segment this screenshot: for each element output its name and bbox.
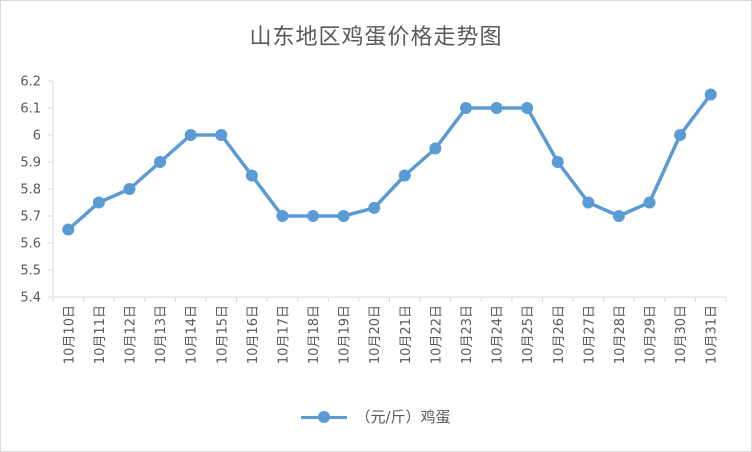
data-point xyxy=(459,102,472,114)
legend-marker xyxy=(301,410,348,424)
data-point xyxy=(276,210,289,222)
x-tick-label: 10月15日 xyxy=(215,305,230,364)
data-point xyxy=(154,156,167,168)
data-point xyxy=(490,102,503,114)
data-point xyxy=(368,201,381,214)
y-tick-label: 6.1 xyxy=(20,102,41,117)
data-point xyxy=(674,129,687,141)
y-tick-label: 6 xyxy=(33,129,41,144)
data-point xyxy=(92,196,105,209)
chart-title: 山东地区鸡蛋价格走势图 xyxy=(249,25,503,50)
x-tick-label: 10月18日 xyxy=(307,305,322,364)
data-point xyxy=(582,196,595,209)
data-point xyxy=(307,210,320,222)
x-tick-label: 10月14日 xyxy=(185,305,200,364)
x-tick-label: 10月20日 xyxy=(368,305,383,364)
data-point xyxy=(398,169,411,182)
line-chart: 5.4 5.5 5.6 5.7 5.8 5.9 6 6.1 6.2 10月10日 10月11日 10月… xyxy=(20,75,727,364)
y-tick-label: 5.7 xyxy=(20,210,41,225)
x-tick-label: 10月29日 xyxy=(644,305,659,364)
x-tick-label: 10月30日 xyxy=(674,305,689,364)
data-point xyxy=(123,183,136,195)
x-tick-label: 10月19日 xyxy=(338,305,353,364)
legend-label: （元/斤）鸡蛋 xyxy=(355,408,451,426)
x-tick-label: 10月10日 xyxy=(62,305,77,364)
y-tick-label: 5.9 xyxy=(20,156,41,171)
x-tick-label: 10月25日 xyxy=(521,305,536,364)
x-tick-label: 10月31日 xyxy=(705,305,720,364)
x-tick-label: 10月28日 xyxy=(613,305,628,364)
x-tick-label: 10月16日 xyxy=(246,305,261,364)
data-point xyxy=(215,129,228,141)
data-point xyxy=(245,169,258,182)
data-point xyxy=(62,223,75,236)
y-tick-label: 5.6 xyxy=(20,237,41,252)
data-point xyxy=(521,102,534,114)
y-tick-label: 6.2 xyxy=(20,75,41,90)
x-tick-label: 10月11日 xyxy=(93,305,108,364)
y-tick-label: 5.4 xyxy=(20,291,41,306)
data-point xyxy=(704,88,717,101)
data-point xyxy=(643,196,656,209)
data-point xyxy=(429,142,442,155)
x-tick-label: 10月24日 xyxy=(491,305,506,364)
data-point xyxy=(551,156,564,168)
y-tick-label: 5.5 xyxy=(20,264,41,279)
x-tick-label: 10月17日 xyxy=(276,305,291,364)
y-tick-label: 5.8 xyxy=(20,183,41,198)
data-point xyxy=(184,129,197,141)
x-tick-label: 10月13日 xyxy=(154,305,169,364)
data-point xyxy=(612,210,625,222)
x-tick-label: 10月26日 xyxy=(552,305,567,364)
x-tick-label: 10月23日 xyxy=(460,305,475,364)
chart-legend: （元/斤）鸡蛋 xyxy=(1,406,751,427)
series-line xyxy=(66,92,713,232)
x-tick-label: 10月12日 xyxy=(123,305,138,364)
data-point xyxy=(337,210,350,222)
x-tick-label: 10月21日 xyxy=(399,305,414,364)
x-tick-label: 10月27日 xyxy=(582,305,597,364)
x-tick-label: 10月22日 xyxy=(429,305,444,364)
